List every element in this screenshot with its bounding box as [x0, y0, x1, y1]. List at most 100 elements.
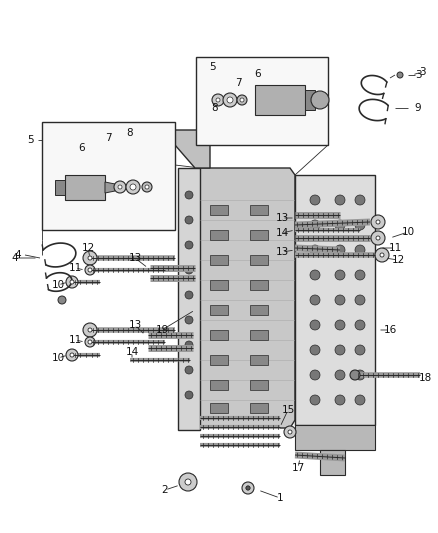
Text: 10: 10 — [402, 227, 414, 237]
Circle shape — [83, 323, 97, 337]
Polygon shape — [295, 425, 375, 450]
Text: 11: 11 — [68, 335, 81, 345]
Circle shape — [88, 268, 92, 272]
Circle shape — [310, 195, 320, 205]
Text: 13: 13 — [276, 213, 289, 223]
Circle shape — [185, 241, 193, 249]
Circle shape — [185, 216, 193, 224]
Circle shape — [130, 184, 136, 190]
Circle shape — [371, 231, 385, 245]
Circle shape — [185, 341, 193, 349]
Bar — [250, 205, 268, 215]
Text: 9: 9 — [415, 103, 421, 113]
Circle shape — [242, 482, 254, 494]
Circle shape — [185, 291, 193, 299]
Circle shape — [70, 280, 74, 284]
Circle shape — [335, 245, 345, 255]
Text: 6: 6 — [79, 143, 85, 153]
Circle shape — [185, 191, 193, 199]
Circle shape — [335, 270, 345, 280]
Circle shape — [185, 316, 193, 324]
Circle shape — [355, 395, 365, 405]
Circle shape — [85, 337, 95, 347]
Text: 6: 6 — [254, 69, 261, 79]
Circle shape — [126, 180, 140, 194]
Polygon shape — [320, 450, 345, 475]
Circle shape — [355, 195, 365, 205]
Text: 2: 2 — [162, 485, 168, 495]
Polygon shape — [178, 168, 200, 430]
Polygon shape — [255, 85, 305, 115]
Bar — [210, 355, 228, 365]
Circle shape — [66, 276, 78, 288]
Circle shape — [216, 98, 220, 102]
Text: 4: 4 — [12, 253, 18, 263]
Circle shape — [350, 370, 360, 380]
Circle shape — [284, 426, 296, 438]
Circle shape — [355, 295, 365, 305]
Circle shape — [376, 220, 380, 224]
Text: 7: 7 — [105, 133, 111, 143]
Bar — [250, 305, 268, 315]
Circle shape — [335, 345, 345, 355]
Circle shape — [83, 251, 97, 265]
Circle shape — [227, 97, 233, 103]
Text: 13: 13 — [128, 320, 141, 330]
Circle shape — [179, 473, 197, 491]
Circle shape — [310, 295, 320, 305]
Circle shape — [355, 245, 365, 255]
Text: 12: 12 — [392, 255, 405, 265]
Circle shape — [310, 320, 320, 330]
Text: 3: 3 — [415, 70, 421, 80]
Circle shape — [58, 296, 66, 304]
Bar — [210, 280, 228, 290]
Circle shape — [355, 270, 365, 280]
Circle shape — [355, 220, 365, 230]
Circle shape — [335, 370, 345, 380]
Circle shape — [66, 349, 78, 361]
Polygon shape — [55, 180, 65, 195]
Bar — [210, 230, 228, 240]
Circle shape — [310, 345, 320, 355]
Polygon shape — [305, 90, 315, 110]
Circle shape — [288, 430, 292, 434]
Bar — [250, 355, 268, 365]
Text: 1: 1 — [277, 493, 283, 503]
Circle shape — [335, 195, 345, 205]
Circle shape — [185, 366, 193, 374]
Bar — [250, 380, 268, 390]
Circle shape — [335, 395, 345, 405]
Circle shape — [246, 486, 250, 490]
Circle shape — [88, 340, 92, 344]
Polygon shape — [295, 175, 375, 425]
Text: 5: 5 — [210, 62, 216, 72]
Bar — [210, 205, 228, 215]
Circle shape — [88, 256, 92, 260]
Circle shape — [185, 266, 193, 274]
Circle shape — [335, 320, 345, 330]
Circle shape — [310, 370, 320, 380]
Circle shape — [375, 248, 389, 262]
Text: 11: 11 — [68, 263, 81, 273]
Circle shape — [114, 181, 126, 193]
Circle shape — [145, 185, 149, 189]
Bar — [250, 230, 268, 240]
Circle shape — [185, 479, 191, 485]
Circle shape — [371, 215, 385, 229]
Circle shape — [355, 345, 365, 355]
Circle shape — [376, 236, 380, 240]
Text: 7: 7 — [235, 78, 241, 88]
Text: 13: 13 — [276, 247, 289, 257]
Polygon shape — [195, 168, 295, 428]
Bar — [250, 255, 268, 265]
Circle shape — [70, 353, 74, 357]
Bar — [210, 380, 228, 390]
Circle shape — [311, 91, 329, 109]
Bar — [196, 57, 328, 145]
Circle shape — [310, 245, 320, 255]
Bar — [210, 305, 228, 315]
Text: 4: 4 — [15, 250, 21, 260]
Circle shape — [237, 95, 247, 105]
Text: 17: 17 — [291, 463, 304, 473]
Text: 5: 5 — [27, 135, 33, 145]
